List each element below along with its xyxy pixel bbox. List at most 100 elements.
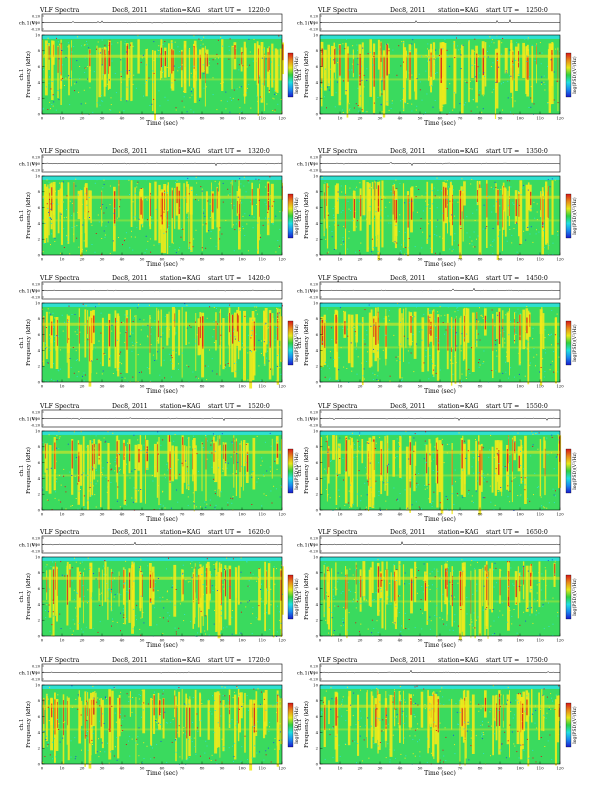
spectrogram-speckle xyxy=(166,463,168,465)
spectrogram-speckle xyxy=(343,622,345,624)
spectrogram-peak xyxy=(149,192,151,216)
spectrogram-speckle xyxy=(535,614,537,616)
spectrogram-speckle xyxy=(542,358,544,360)
spectrogram-speckle xyxy=(454,199,456,201)
spectrogram-speckle xyxy=(211,370,213,372)
spectrogram-speckle xyxy=(510,111,511,113)
spectrogram-speckle xyxy=(401,41,403,43)
spectrogram-peak xyxy=(528,314,531,327)
spectrogram-speckle xyxy=(429,76,430,78)
spectrogram-speckle xyxy=(435,635,437,637)
spectrogram-speckle xyxy=(527,359,529,361)
spectrogram-speckle xyxy=(100,95,102,97)
spectrogram-speckle xyxy=(242,346,244,348)
spectrogram-speckle xyxy=(522,481,524,482)
spectrogram-speckle xyxy=(360,623,362,625)
spectrogram-speckle xyxy=(129,44,131,46)
spectrogram-speckle xyxy=(162,596,164,598)
panel-date: Dec8, 2011 xyxy=(112,275,148,282)
spectrogram-speckle xyxy=(221,233,223,235)
spectrogram-speckle xyxy=(200,610,202,612)
spectrogram-speckle xyxy=(121,706,123,708)
spectrogram-speckle xyxy=(49,754,51,756)
spectrogram-speckle xyxy=(555,490,556,492)
spectrogram-speckle xyxy=(106,462,108,464)
spectrogram-speckle xyxy=(408,619,410,620)
time-tick-label: 100 xyxy=(238,512,246,517)
spectrogram-speckle xyxy=(77,694,79,696)
spectrogram-speckle xyxy=(529,362,531,364)
amplitude-tick-label: 0.00 xyxy=(32,543,41,547)
spectrogram-speckle xyxy=(277,318,279,319)
spectrogram-speckle xyxy=(477,616,479,618)
spectrogram-speckle xyxy=(51,218,52,220)
spectrogram-speckle xyxy=(437,570,439,572)
spectrogram-speckle xyxy=(333,630,335,631)
spectrogram-speckle xyxy=(357,324,359,326)
spectrogram-speckle xyxy=(89,217,90,218)
spectrogram-burst xyxy=(195,313,197,371)
spectrogram-speckle xyxy=(258,179,260,181)
spectrogram-speckle xyxy=(372,431,374,433)
spectrogram-speckle xyxy=(507,180,509,182)
spectrogram-burst xyxy=(432,42,436,80)
spectrogram-speckle xyxy=(152,354,154,356)
spectrogram-speckle xyxy=(519,176,521,178)
amplitude-tick-label: 0.20 xyxy=(310,156,319,160)
spectrogram-speckle xyxy=(489,36,491,38)
spectrogram-image xyxy=(42,35,284,121)
spectrogram-speckle xyxy=(535,365,536,367)
spectrogram-speckle xyxy=(120,594,122,596)
time-tick-label: 90 xyxy=(498,384,503,389)
spectrogram-speckle xyxy=(267,350,268,352)
spectrogram-speckle xyxy=(520,494,522,496)
spectrogram-speckle xyxy=(421,508,422,510)
spectrogram-speckle xyxy=(429,59,431,61)
spectrogram-speckle xyxy=(131,497,133,499)
spectrogram-speckle xyxy=(402,318,404,320)
spectrogram-speckle xyxy=(151,103,153,105)
spectrogram-speckle xyxy=(535,233,537,235)
channel-tag: ch.1 xyxy=(19,337,25,349)
spectrogram-speckle xyxy=(194,343,196,345)
spectrogram-speckle xyxy=(195,506,197,508)
spectrogram-speckle xyxy=(372,433,374,435)
spectrogram-speckle xyxy=(279,367,281,369)
spectrogram-speckle xyxy=(342,112,344,113)
spectrogram-burst xyxy=(330,45,334,97)
spectrogram-speckle xyxy=(364,309,366,311)
frequency-tick-label: 2 xyxy=(316,96,319,101)
spectrogram-speckle xyxy=(498,304,500,306)
spectrogram-speckle xyxy=(162,633,164,634)
spectrogram-speckle xyxy=(143,702,145,704)
spectrogram-speckle xyxy=(190,72,192,74)
spectrogram-speckle xyxy=(232,495,234,497)
spectrogram-speckle xyxy=(434,234,436,235)
spectrogram-peak xyxy=(335,314,337,344)
spectrogram-speckle xyxy=(84,374,86,376)
spectrogram-burst xyxy=(491,446,494,493)
spectrogram-speckle xyxy=(330,327,332,329)
spectrogram-speckle xyxy=(75,185,77,187)
spectrogram-speckle xyxy=(395,199,397,200)
spectrogram-speckle xyxy=(164,41,166,42)
spectrogram-speckle xyxy=(164,96,166,98)
spectrogram-speckle xyxy=(239,178,241,180)
spectrogram-burst xyxy=(171,307,175,370)
panel-start-label: start UT = xyxy=(208,529,241,536)
time-tick-label: 10 xyxy=(338,512,343,517)
frequency-tick-label: 4 xyxy=(316,348,319,353)
spectrogram-speckle xyxy=(246,561,248,563)
spectrogram-speckle xyxy=(121,730,123,732)
spectrogram-speckle xyxy=(433,325,435,327)
spectrogram-speckle xyxy=(143,319,145,321)
spectrogram-burst xyxy=(522,309,526,350)
spectrogram-burst xyxy=(234,312,237,378)
spectrogram-speckle xyxy=(77,442,79,444)
spectrogram-speckle xyxy=(446,204,448,206)
spectrogram-speckle xyxy=(527,341,529,343)
spectrogram-speckle xyxy=(465,378,467,379)
spectrogram-burst xyxy=(527,310,530,335)
spectrogram-speckle xyxy=(184,614,186,615)
spectrogram-burst xyxy=(181,689,183,760)
